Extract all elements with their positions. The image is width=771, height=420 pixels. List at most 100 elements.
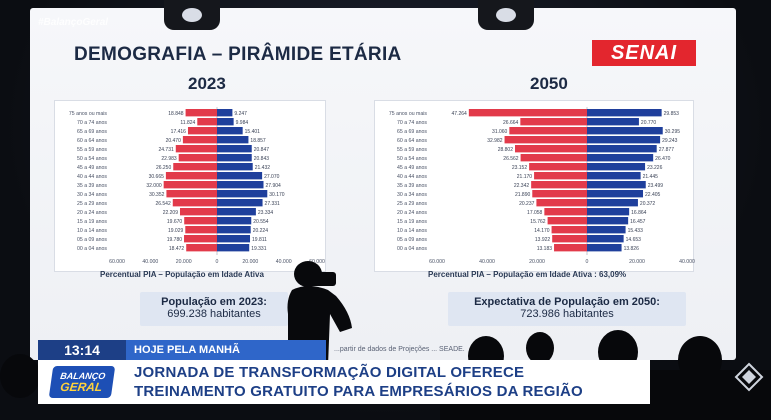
bar-right-value-label: 21.432	[255, 165, 271, 171]
bar-right	[587, 226, 626, 234]
age-group-label: 65 a 69 anos	[397, 129, 427, 135]
logo-top-text: BALANÇO	[59, 370, 107, 381]
bar-right-value-label: 27.877	[659, 147, 675, 153]
bar-right	[217, 154, 252, 162]
age-group-label: 15 a 19 anos	[77, 219, 107, 225]
bar-right	[587, 127, 663, 135]
bar-left-value-label: 32.000	[146, 183, 162, 189]
axis-tick-label: 20.000	[242, 259, 258, 265]
bar-right-value-label: 30.170	[269, 192, 285, 198]
age-group-label: 40 a 44 anos	[397, 174, 427, 180]
bar-right-value-label: 23.499	[648, 183, 664, 189]
bar-right-value-label: 20.843	[254, 156, 270, 162]
bar-left	[178, 154, 217, 162]
bar-left-value-label: 17.058	[527, 210, 543, 216]
bar-left	[532, 190, 587, 198]
stage-spotlight-left	[164, 0, 220, 30]
bar-left	[547, 217, 587, 225]
bar-left-value-label: 26.250	[156, 165, 172, 171]
age-group-label: 40 a 44 anos	[77, 174, 107, 180]
bar-right	[217, 190, 268, 198]
bar-right	[217, 109, 233, 117]
bar-left-value-label: 17.416	[171, 129, 187, 135]
bar-left	[187, 127, 217, 135]
bar-right-value-label: 9.247	[234, 111, 247, 117]
bar-right	[217, 127, 243, 135]
bar-right-value-label: 29.853	[664, 111, 680, 117]
bar-left	[520, 118, 587, 126]
bar-left-value-label: 23.152	[512, 165, 528, 171]
bar-right-value-label: 20.554	[253, 219, 269, 225]
bar-left-value-label: 18.472	[169, 246, 185, 252]
logo-bottom-text: GERAL	[59, 379, 104, 394]
age-group-label: 30 a 34 anos	[397, 192, 427, 198]
projection-screen: DEMOGRAFIA – PIRÂMIDE ETÁRIA SENAI 2023 …	[30, 8, 736, 360]
population-2023-box: População em 2023: 699.238 habitantes	[140, 292, 288, 326]
bar-right-value-label: 20.847	[254, 147, 270, 153]
hashtag-watermark: #BalançoGeral	[38, 17, 109, 28]
network-logo-icon	[734, 362, 764, 392]
bar-right	[217, 217, 252, 225]
bar-left	[173, 163, 217, 171]
bar-left	[185, 226, 217, 234]
bar-right-value-label: 13.826	[624, 246, 640, 252]
headline-line-2: TREINAMENTO GRATUITO PARA EMPRESÁRIOS DA…	[134, 383, 583, 400]
bar-right-value-label: 19.811	[252, 237, 267, 243]
bar-left	[514, 145, 587, 153]
bar-left-value-label: 30.352	[149, 192, 165, 198]
bar-right	[587, 154, 654, 162]
bar-left	[504, 136, 587, 144]
axis-tick-label: 20.000	[176, 259, 192, 265]
bar-left-value-label: 26.542	[155, 201, 171, 207]
bar-left-value-label: 30.665	[149, 174, 165, 180]
pyramid-2023-svg: 75 anos ou mais 18.848 9.247 70 a 74 anos 11…	[69, 107, 325, 265]
bar-left	[468, 109, 587, 117]
bar-left-value-label: 19.670	[167, 219, 183, 225]
bar-left	[534, 172, 587, 180]
bar-left-value-label: 26.562	[503, 156, 519, 162]
bar-left-value-label: 26.664	[503, 120, 519, 126]
year-2023-label: 2023	[188, 74, 226, 93]
bar-left-value-label: 31.060	[492, 129, 508, 135]
age-group-label: 45 a 49 anos	[397, 165, 427, 171]
bar-left	[185, 109, 217, 117]
program-logo-box: BALANÇO GERAL	[38, 360, 126, 404]
bar-left	[163, 181, 217, 189]
bar-left	[529, 163, 587, 171]
senai-logo: SENAI	[592, 40, 696, 66]
age-group-label: 00 a 04 anos	[77, 246, 107, 252]
bar-left	[197, 118, 217, 126]
bar-left	[179, 208, 217, 216]
bar-left	[184, 217, 217, 225]
balanco-geral-logo: BALANÇO GERAL	[48, 366, 116, 398]
bar-left	[554, 244, 587, 252]
bar-left	[520, 154, 587, 162]
bar-right	[587, 136, 661, 144]
population-2050-value: 723.986 habitantes	[520, 308, 614, 320]
age-group-label: 60 a 64 anos	[77, 138, 107, 144]
slide-title: DEMOGRAFIA – PIRÂMIDE ETÁRIA	[74, 44, 402, 65]
bar-right-value-label: 20.770	[641, 120, 657, 126]
age-group-label: 25 a 29 anos	[397, 201, 427, 207]
bar-right-value-label: 29.243	[662, 138, 678, 144]
bar-right	[217, 172, 263, 180]
bar-right	[587, 217, 629, 225]
bar-right-value-label: 14.653	[626, 237, 642, 243]
bar-left	[544, 208, 587, 216]
bar-right	[587, 199, 638, 207]
bar-left-value-label: 19.029	[168, 228, 184, 234]
bar-right-value-label: 30.295	[665, 129, 681, 135]
bar-left-value-label: 20.470	[166, 138, 182, 144]
bar-left-value-label: 32.982	[487, 138, 503, 144]
bar-left-value-label: 19.780	[167, 237, 183, 243]
bar-left	[551, 226, 587, 234]
bar-left	[166, 190, 217, 198]
caption-2050: Percentual PIA – População em Idade Ativ…	[428, 270, 627, 279]
bar-left	[531, 181, 587, 189]
section-label: HOJE PELA MANHÃ	[126, 340, 326, 360]
news-lower-third: 13:14 HOJE PELA MANHÃ BALANÇO GERAL JORN…	[38, 340, 650, 404]
bar-right-value-label: 20.372	[640, 201, 656, 207]
bar-right-value-label: 16.864	[631, 210, 647, 216]
bar-right	[217, 118, 234, 126]
